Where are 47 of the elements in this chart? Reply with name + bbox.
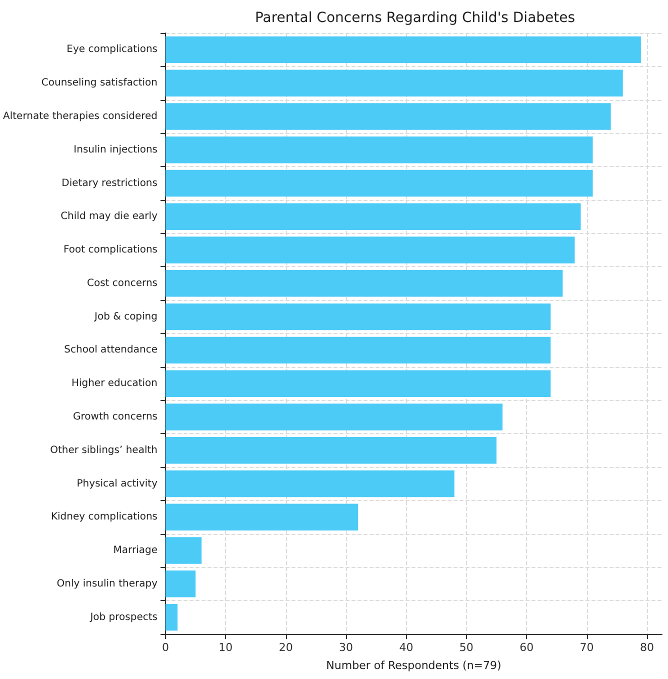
- y-tick-label: Other siblings’ health: [50, 444, 158, 456]
- y-tick-label: Counseling satisfaction: [41, 78, 158, 89]
- y-tick-label: Alternate therapies considered: [2, 110, 158, 122]
- bar: [165, 437, 496, 464]
- y-tick-label: Eye complications: [66, 44, 158, 56]
- bar: [165, 203, 581, 230]
- y-tick-label: Marriage: [113, 545, 158, 556]
- x-axis-title: Number of Respondents (n=79): [326, 659, 502, 672]
- bar: [165, 504, 358, 530]
- y-tick-label: Child may die early: [60, 211, 158, 222]
- bar: [165, 136, 593, 164]
- y-tick-label: Higher education: [71, 378, 158, 390]
- x-tick-label: 30: [339, 641, 354, 654]
- bar: [165, 604, 178, 631]
- y-tick-label: Only insulin therapy: [56, 578, 158, 590]
- bar: [165, 537, 202, 564]
- y-tick-label: Foot complications: [64, 244, 158, 256]
- bar: [165, 470, 454, 498]
- chart-title: Parental Concerns Regarding Child's Diabetes: [254, 10, 576, 26]
- bar: [165, 170, 593, 197]
- x-tick-label: 60: [520, 641, 534, 654]
- y-tick-label: Insulin injections: [74, 144, 158, 156]
- y-tick-label: Job prospects: [89, 612, 158, 623]
- y-tick-label: Kidney complications: [50, 512, 158, 523]
- x-tick-label: 0: [162, 641, 169, 654]
- x-tick-label: 20: [278, 641, 293, 654]
- x-tick-label: 50: [459, 641, 474, 654]
- bar: [165, 570, 196, 598]
- bar: [165, 303, 551, 330]
- bar: [165, 336, 551, 364]
- y-tick-label: Dietary restrictions: [62, 178, 158, 189]
- bar: [165, 236, 575, 264]
- bar: [165, 103, 611, 130]
- y-tick-label: School attendance: [64, 344, 158, 356]
- x-tick-label: 40: [399, 641, 414, 654]
- bar: [165, 270, 563, 297]
- bar: [165, 404, 503, 430]
- x-tick-label: 10: [218, 641, 233, 654]
- y-tick-label: Cost concerns: [86, 278, 158, 289]
- bar: [165, 36, 641, 64]
- x-tick-label: 80: [640, 641, 654, 654]
- bar: [165, 70, 623, 96]
- y-tick-label: Job & coping: [93, 311, 158, 322]
- y-tick-label: Growth concerns: [73, 411, 158, 422]
- y-tick-label: Physical activity: [76, 478, 158, 490]
- bar: [165, 370, 551, 397]
- x-tick-label: 70: [580, 641, 594, 654]
